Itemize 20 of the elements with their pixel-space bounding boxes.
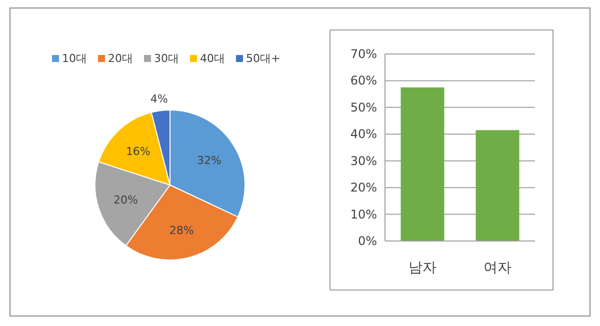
y-tick-label: 70%: [350, 47, 377, 61]
legend-label: 30대: [154, 52, 179, 65]
y-tick-label: 30%: [350, 154, 377, 168]
legend-label: 10대: [62, 52, 87, 65]
y-tick-label: 50%: [350, 100, 377, 114]
x-tick-label: 남자: [408, 260, 436, 276]
y-tick-label: 0%: [358, 234, 377, 248]
data-label: 4%: [150, 92, 168, 106]
y-tick-label: 10%: [350, 207, 377, 222]
y-tick-label: 20%: [350, 180, 377, 195]
data-label: 32%: [197, 154, 222, 168]
x-tick-label: 여자: [484, 260, 512, 276]
legend-label: 20대: [108, 52, 133, 65]
data-label: 16%: [126, 145, 150, 158]
data-label: 28%: [169, 224, 194, 238]
data-label: 20%: [114, 193, 138, 206]
legend-label: 40대: [200, 52, 225, 65]
y-tick-label: 60%: [350, 74, 377, 88]
y-tick-label: 40%: [350, 127, 377, 142]
legend-label: 50대+: [246, 52, 280, 65]
